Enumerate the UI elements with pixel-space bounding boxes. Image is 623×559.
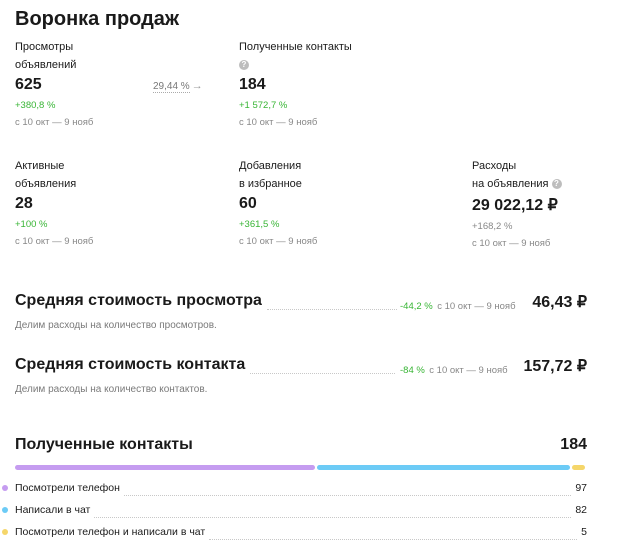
metric-views-change: +380,8 % [15, 100, 56, 111]
avg-contact-title: Средняя стоимость контакта [15, 356, 246, 373]
avg-contact-period: с 10 окт — 9 нояб [429, 365, 508, 376]
metric-views-period: с 10 окт — 9 нояб [15, 117, 94, 128]
legend-row: Посмотрели телефон и написали в чат 5 [0, 524, 623, 542]
avg-view-value: 46,43 ₽ [532, 294, 587, 311]
metric-active-value: 28 [15, 195, 33, 212]
bar-segment [317, 465, 570, 470]
metric-contacts-change: +1 572,7 % [239, 100, 288, 111]
metric-expenses-change: +168,2 % [472, 221, 513, 232]
avg-contact-note: Делим расходы на количество контактов. [15, 384, 208, 395]
avg-contact-value: 157,72 ₽ [523, 358, 587, 375]
metric-expenses-label-2-wrap: на объявления ? [472, 175, 562, 193]
legend-value: 82 [575, 504, 587, 516]
metric-contacts-value: 184 [239, 76, 266, 93]
metric-favorites-period: с 10 окт — 9 нояб [239, 236, 318, 247]
legend-value: 5 [581, 526, 587, 538]
bar-segment [572, 465, 585, 470]
legend-dot [2, 507, 8, 513]
metric-active: Активные объявления 28 +100 % с 10 окт —… [15, 157, 93, 247]
legend-label: Написали в чат [15, 504, 91, 516]
avg-view-row: Средняя стоимость просмотра -44,2 % с 10… [15, 290, 587, 312]
avg-view-leader [267, 308, 397, 310]
metric-favorites-label-2: в избранное [239, 178, 302, 190]
legend-row: Написали в чат 82 [0, 502, 623, 520]
legend-row: Посмотрели телефон 97 [0, 480, 623, 498]
legend-dot [2, 529, 8, 535]
conversion-rate: 29,44 % → [153, 76, 203, 94]
legend-label: Посмотрели телефон [15, 482, 120, 494]
avg-view-period: с 10 окт — 9 нояб [437, 301, 516, 312]
metric-expenses-label-2: на объявления [472, 178, 549, 190]
legend-dot [2, 485, 8, 491]
metric-favorites-label-1: Добавления [239, 160, 302, 172]
avg-view-change: -44,2 % [400, 301, 433, 312]
page-title: Воронка продаж [15, 8, 180, 30]
legend-leader [209, 538, 578, 540]
avg-contact-row: Средняя стоимость контакта -84 % с 10 ок… [15, 354, 587, 376]
arrow-right-icon: → [191, 80, 203, 92]
metric-expenses-value: 29 022,12 ₽ [472, 197, 558, 214]
metric-views-value: 625 [15, 76, 42, 93]
metric-contacts-label: Полученные контакты [239, 41, 352, 53]
avg-contact-change: -84 % [400, 365, 425, 376]
metric-favorites: Добавления в избранное 60 +361,5 % с 10 … [239, 157, 317, 247]
contacts-header: Полученные контакты 184 [15, 434, 587, 458]
metric-contacts-period: с 10 окт — 9 нояб [239, 117, 318, 128]
question-circle-icon[interactable]: ? [239, 59, 249, 70]
avg-contact-leader [250, 372, 395, 374]
metric-favorites-value: 60 [239, 195, 257, 212]
legend-value: 97 [575, 482, 587, 494]
metric-favorites-change: +361,5 % [239, 219, 280, 230]
legend-label: Посмотрели телефон и написали в чат [15, 526, 206, 538]
bar-segment [15, 465, 315, 470]
conversion-value: 29,44 % [153, 81, 190, 93]
contacts-total: 184 [560, 436, 587, 453]
avg-contact-meta: -84 % с 10 окт — 9 нояб [400, 360, 508, 378]
metric-active-label-2: объявления [15, 178, 77, 190]
metric-expenses: Расходы на объявления ? 29 022,12 ₽ +168… [472, 157, 562, 249]
avg-view-note: Делим расходы на количество просмотров. [15, 320, 217, 331]
avg-view-meta: -44,2 % с 10 окт — 9 нояб [400, 296, 516, 314]
metric-views-label-1: Просмотры [15, 41, 74, 53]
metric-expenses-label-1: Расходы [472, 160, 517, 172]
legend-leader [94, 516, 572, 518]
question-circle-icon[interactable]: ? [551, 179, 562, 190]
legend-leader [123, 494, 572, 496]
avg-view-title: Средняя стоимость просмотра [15, 292, 262, 309]
metric-views-label-2: объявлений [15, 59, 77, 71]
contacts-distribution-bar [15, 465, 587, 470]
metric-active-change: +100 % [15, 219, 48, 230]
metric-expenses-period: с 10 окт — 9 нояб [472, 238, 551, 249]
metric-views: Просмотры объявлений 625 +380,8 % с 10 о… [15, 38, 93, 128]
metric-contacts: Полученные контакты ? 184 +1 572,7 % с 1… [239, 38, 352, 128]
contacts-title: Полученные контакты [15, 436, 193, 453]
metric-active-period: с 10 окт — 9 нояб [15, 236, 94, 247]
metric-active-label-1: Активные [15, 160, 65, 172]
